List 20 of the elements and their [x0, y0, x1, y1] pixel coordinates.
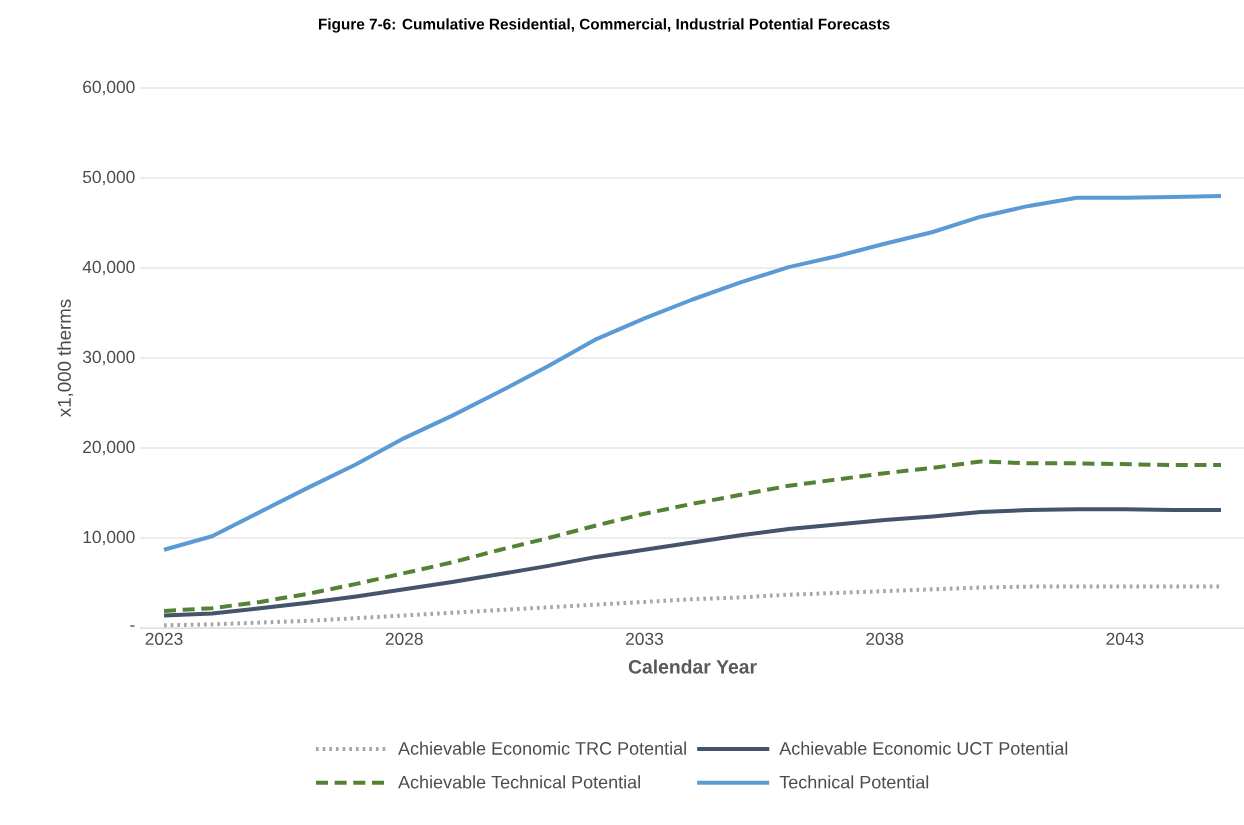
x-tick-label: 2033 — [626, 632, 663, 645]
x-tick-label: 2023 — [145, 632, 183, 645]
y-tick-label: 50,000 — [82, 170, 135, 186]
x-tick-label: 2038 — [866, 632, 904, 645]
legend-label: Achievable Economic TRC Potential — [398, 741, 686, 755]
chart-title: Figure 7-6: Cumulative Residential, Commercial, Industrial Potential Forecasts — [318, 18, 890, 33]
y-axis-title: x1,000 therms — [57, 299, 74, 417]
x-tick-label: 2043 — [1106, 632, 1144, 645]
x-axis-title: Calendar Year — [628, 659, 757, 674]
line-series — [162, 507, 1223, 618]
y-tick-label: - — [130, 625, 135, 627]
y-tick-label: 30,000 — [82, 350, 135, 366]
y-tick-label: 40,000 — [82, 260, 135, 276]
legend-label: Achievable Technical Potential — [398, 775, 640, 789]
y-tick-label: 10,000 — [83, 530, 135, 546]
y-tick-label: 20,000 — [83, 440, 135, 456]
legend-label: Technical Potential — [779, 775, 929, 789]
legend-label: Achievable Economic UCT Potential — [779, 741, 1068, 755]
x-tick-label: 2028 — [385, 632, 423, 645]
y-tick-label: 60,000 — [83, 80, 135, 96]
